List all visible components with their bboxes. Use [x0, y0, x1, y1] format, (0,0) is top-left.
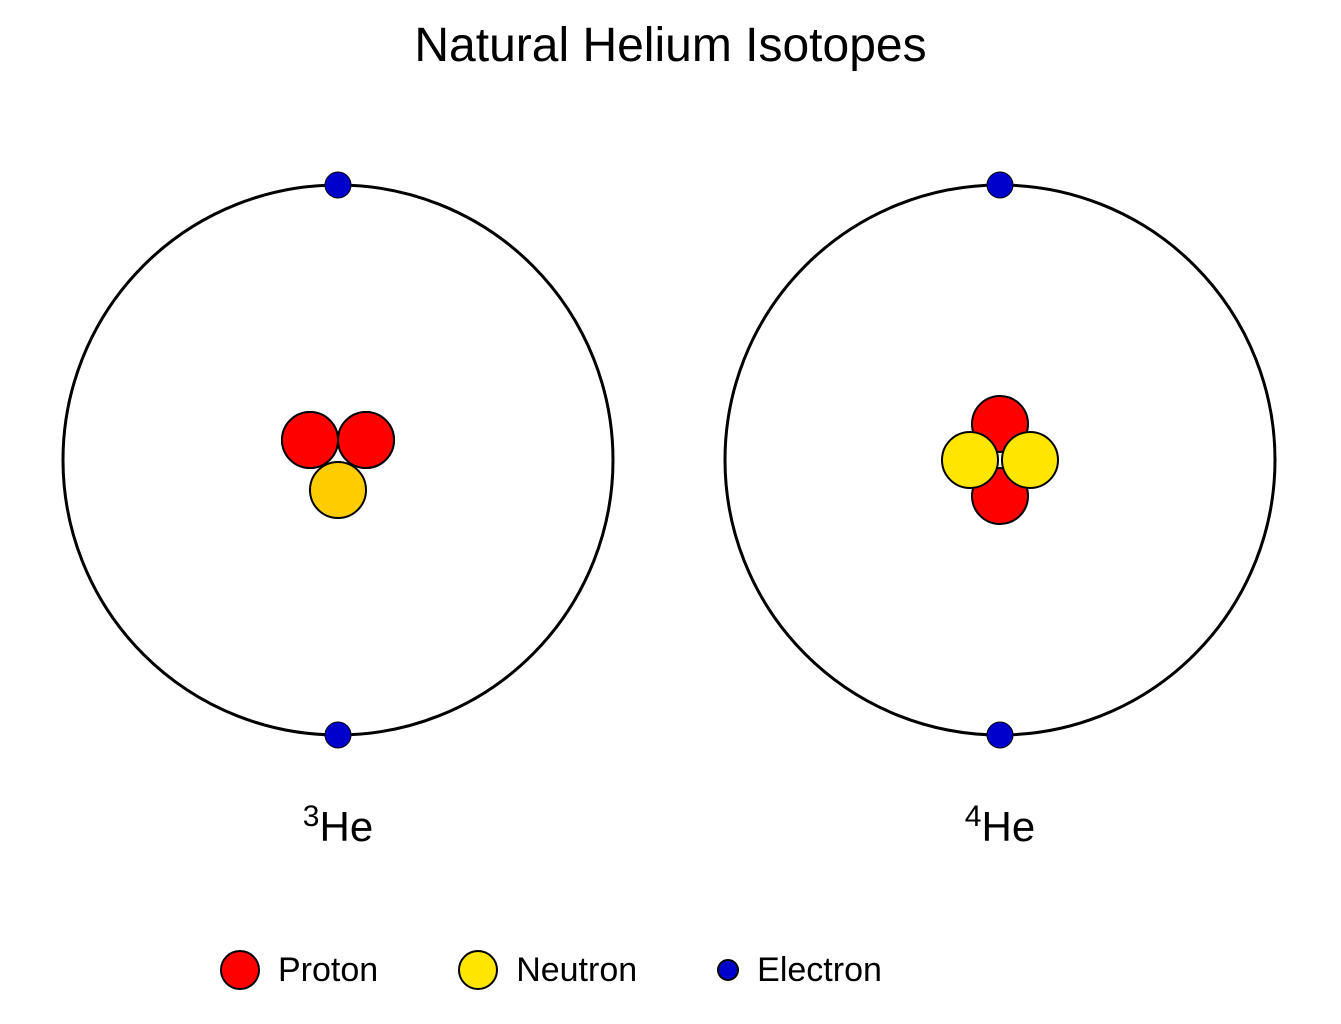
legend-label: Neutron: [516, 951, 637, 990]
neutron: [942, 432, 998, 488]
orbit-circle: [725, 185, 1275, 735]
legend-item-proton: Proton: [220, 950, 378, 990]
diagram-svg: [0, 0, 1341, 1024]
legend-label: Proton: [278, 951, 378, 990]
legend-label: Electron: [757, 951, 882, 990]
neutron: [310, 462, 366, 518]
proton: [338, 412, 394, 468]
electron: [987, 172, 1013, 198]
electron: [325, 722, 351, 748]
neutron-swatch: [458, 950, 498, 990]
legend: Proton Neutron Electron: [220, 950, 882, 990]
mass-number: 4: [965, 800, 982, 833]
electron: [325, 172, 351, 198]
legend-item-neutron: Neutron: [458, 950, 637, 990]
proton-swatch: [220, 950, 260, 990]
isotope-label-he3: 3He: [278, 800, 398, 851]
mass-number: 3: [303, 800, 320, 833]
electron: [987, 722, 1013, 748]
legend-item-electron: Electron: [717, 951, 882, 990]
element-symbol: He: [319, 803, 373, 850]
element-symbol: He: [981, 803, 1035, 850]
isotope-label-he4: 4He: [940, 800, 1060, 851]
orbit-circle: [63, 185, 613, 735]
neutron: [1002, 432, 1058, 488]
proton: [282, 412, 338, 468]
electron-swatch: [717, 959, 739, 981]
diagram-stage: Natural Helium Isotopes 3He4He ProtonNeu…: [0, 0, 1341, 1024]
